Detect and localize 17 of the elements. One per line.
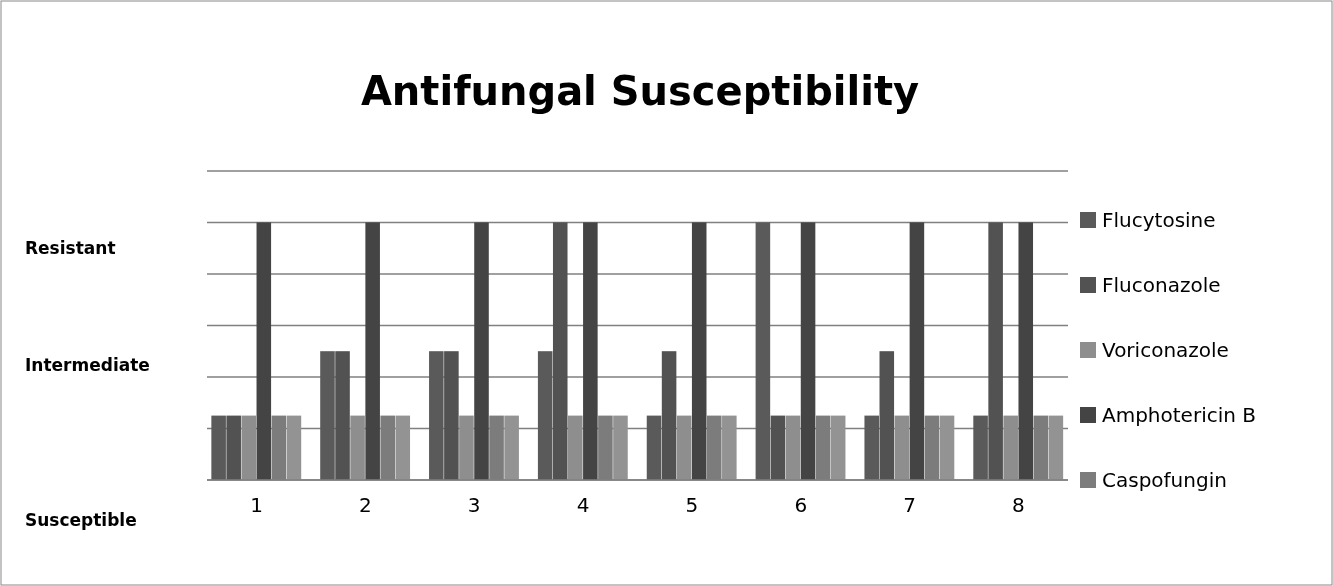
x-tick-label: 5 [685,493,699,517]
x-tick-label: 1 [250,493,263,517]
legend-label: Caspofungin [1102,468,1227,492]
text: Susceptible [25,509,137,530]
legend-label: Amphotericin B [1102,403,1257,427]
legend-label: Voriconazole [1102,338,1229,362]
text: Intermediate [25,354,150,375]
x-tick-label: 4 [576,493,590,517]
x-tick-label: 3 [467,493,481,517]
x-tick-label: 6 [794,493,808,517]
text: Resistant [25,237,116,258]
legend-label: Fluconazole [1102,273,1221,297]
x-tick-label: 2 [359,493,372,517]
x-tick-label: 8 [1012,493,1025,517]
x-tick-label: 7 [903,493,916,517]
chart-title: Antifungal Susceptibility [360,68,920,114]
legend-label: Flucytosine [1102,208,1216,232]
